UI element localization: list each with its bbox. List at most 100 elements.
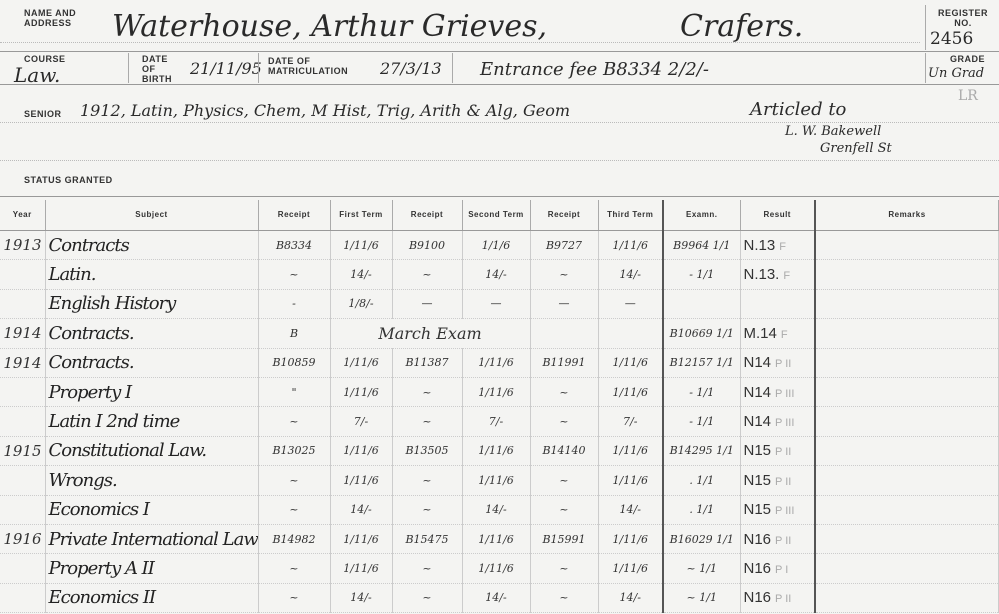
cell-t1: 7/- bbox=[330, 406, 393, 437]
cell-t3: — bbox=[598, 289, 664, 320]
cell-t2: 1/11/6 bbox=[462, 524, 531, 555]
cell-t3: 14/- bbox=[598, 259, 664, 290]
column-header: Third Term bbox=[598, 200, 664, 231]
cell-remarks bbox=[815, 583, 999, 614]
cell-remarks bbox=[815, 436, 999, 467]
cell-r3: B15991 bbox=[530, 524, 599, 555]
cell-t1: 14/- bbox=[330, 583, 393, 614]
table-row: Property A II ~1/11/6 ~1/11/6 ~1/11/6 ~ 1/1 N… bbox=[0, 553, 999, 584]
table-row: Latin I 2nd time ~7/- ~7/- ~7/- - 1/1 N14 P II… bbox=[0, 406, 999, 437]
result-code: N14 bbox=[743, 383, 772, 401]
cell-result: N15 P II bbox=[740, 436, 816, 467]
column-header: Remarks bbox=[815, 200, 999, 231]
cell-subject: Contracts bbox=[45, 230, 259, 261]
cell-year bbox=[0, 377, 46, 408]
articled-name: L. W. Bakewell bbox=[785, 124, 882, 139]
table-row: Economics II ~14/- ~14/- ~14/- ~ 1/1 N16 P II bbox=[0, 583, 999, 614]
cell-exam: B16029 1/1 bbox=[663, 524, 741, 555]
course-label: Course bbox=[24, 54, 66, 64]
status-granted-label: Status Granted bbox=[24, 175, 113, 185]
cell-r3: — bbox=[530, 289, 599, 320]
cell-exam: . 1/1 bbox=[663, 465, 741, 496]
cell-t1: 14/- bbox=[330, 495, 393, 525]
cell-r1: B14982 bbox=[258, 524, 331, 555]
result-grade: P III bbox=[775, 417, 795, 430]
cell-r2: ~ bbox=[392, 377, 463, 408]
register-number: 2456 bbox=[930, 29, 974, 49]
cell-remarks bbox=[815, 553, 999, 584]
result-grade: P II bbox=[775, 358, 792, 371]
cell-remarks bbox=[815, 495, 999, 525]
cell-year bbox=[0, 583, 46, 614]
result-grade: F bbox=[783, 270, 791, 283]
student-address: Crafers. bbox=[680, 9, 804, 44]
result-grade: P II bbox=[775, 593, 792, 606]
cell-t2: 1/11/6 bbox=[462, 436, 531, 467]
cell-subject: English History bbox=[45, 289, 259, 320]
cell-subject: Contracts. bbox=[45, 348, 259, 378]
result-code: N16 bbox=[743, 530, 772, 548]
course-value: Law. bbox=[14, 63, 61, 87]
subjects-table: Year Subject Receipt First Term Receipt Secon… bbox=[0, 200, 999, 614]
cell-t3: 1/11/6 bbox=[598, 348, 664, 378]
cell-exam: ~ 1/1 bbox=[663, 553, 741, 584]
cell-r2: ~ bbox=[392, 465, 463, 496]
result-grade: P II bbox=[775, 534, 792, 547]
cell-exam: B9964 1/1 bbox=[663, 230, 741, 261]
cell-subject: Contracts. bbox=[45, 318, 259, 349]
cell-year: 1914 bbox=[0, 318, 46, 349]
cell-exam: - 1/1 bbox=[663, 406, 741, 437]
cell-exam: B14295 1/1 bbox=[663, 436, 741, 467]
result-code: M.14 bbox=[743, 324, 777, 342]
cell-t1: 1/11/6 bbox=[330, 524, 393, 555]
column-header: Examn. bbox=[663, 200, 741, 231]
cell-t1: March Exam bbox=[330, 318, 531, 349]
column-header: First Term bbox=[330, 200, 393, 231]
column-header: Receipt bbox=[258, 200, 331, 231]
result-grade: P II bbox=[775, 475, 792, 488]
table-row: Latin. ~14/- ~14/- ~14/- - 1/1 N.13. F bbox=[0, 259, 999, 290]
matriculation-value: 27/3/13 bbox=[380, 59, 442, 78]
cell-r3: ~ bbox=[530, 465, 599, 496]
cell-r3: B11991 bbox=[530, 348, 599, 378]
cell-result: N16 P II bbox=[740, 524, 816, 555]
result-grade: F bbox=[779, 240, 786, 253]
cell-t2: — bbox=[462, 289, 531, 320]
table-row: 1915 Constitutional Law. B13025 1/11/6 B1350… bbox=[0, 436, 999, 467]
senior-value: 1912, Latin, Physics, Chem, M Hist, Trig… bbox=[80, 101, 571, 120]
column-header: Receipt bbox=[392, 200, 463, 231]
result-grade: P II bbox=[775, 446, 792, 459]
cell-remarks bbox=[815, 524, 999, 555]
result-code: N16 bbox=[743, 559, 772, 577]
result-grade: P III bbox=[775, 387, 795, 400]
result-grade: P I bbox=[775, 563, 789, 576]
cell-exam: ~ 1/1 bbox=[663, 583, 741, 614]
cell-subject: Latin. bbox=[45, 259, 259, 290]
cell-r1: ~ bbox=[258, 553, 331, 584]
cell-r1: B8334 bbox=[258, 230, 331, 261]
cell-subject: Economics I bbox=[45, 495, 259, 525]
dob-value: 21/11/95 bbox=[190, 59, 262, 78]
cell-year bbox=[0, 465, 46, 496]
result-code: N14 bbox=[743, 354, 772, 372]
column-header: Result bbox=[740, 200, 816, 231]
cell-exam: - 1/1 bbox=[663, 377, 741, 408]
cell-result: N16 P II bbox=[740, 583, 816, 614]
table-row: Property I " 1/11/6 ~1/11/6 ~1/11/6- 1/1 N14 P… bbox=[0, 377, 999, 408]
cell-t2: 1/11/6 bbox=[462, 348, 531, 378]
cell-result: N15 P II bbox=[740, 465, 816, 496]
cell-r2: — bbox=[392, 289, 463, 320]
cell-exam bbox=[663, 289, 741, 320]
result-code: N14 bbox=[743, 413, 772, 431]
cell-t2: 14/- bbox=[462, 259, 531, 290]
cell-t1: 1/11/6 bbox=[330, 377, 393, 408]
cell-subject: Property I bbox=[45, 377, 259, 408]
cell-result: N14 P III bbox=[740, 406, 816, 437]
cell-remarks bbox=[815, 259, 999, 290]
table-row: English History -1/8/- — — — — bbox=[0, 289, 999, 320]
cell-t3: 1/11/6 bbox=[598, 436, 664, 467]
cell-subject: Property A II bbox=[45, 553, 259, 584]
cell-remarks bbox=[815, 377, 999, 408]
cell-r2: B9100 bbox=[392, 230, 463, 261]
cell-t2: 7/- bbox=[462, 406, 531, 437]
